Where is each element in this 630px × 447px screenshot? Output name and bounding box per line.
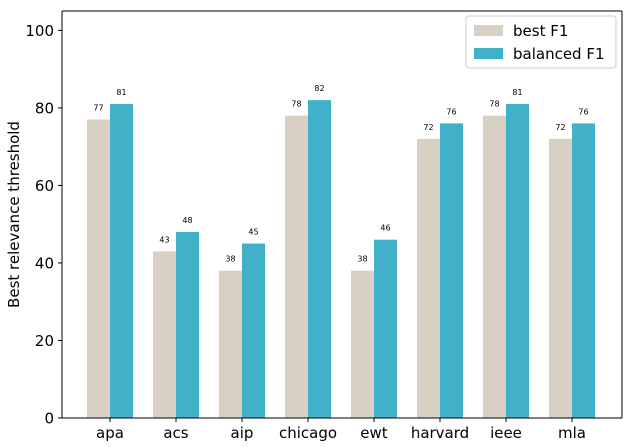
data-label-balanced-f1-chicago: 82 — [314, 84, 324, 93]
x-tick-label-chicago: chicago — [279, 424, 337, 442]
data-label-best-f1-ieee: 78 — [489, 100, 499, 109]
bar-balanced-f1-acs — [176, 231, 199, 418]
bar-balanced-f1-aip — [242, 243, 265, 418]
legend-label-balanced-f1: balanced F1 — [513, 45, 605, 63]
data-label-best-f1-aip: 38 — [225, 255, 235, 264]
data-label-balanced-f1-aip: 45 — [248, 228, 258, 237]
data-label-best-f1-chicago: 78 — [291, 100, 301, 109]
bar-balanced-f1-harvard — [440, 123, 463, 419]
data-label-balanced-f1-harvard: 76 — [446, 107, 456, 116]
data-label-balanced-f1-apa: 81 — [116, 88, 126, 97]
data-labels-layer: 77 81 43 48 38 45 78 82 38 46 72 76 78 81 72 76 — [93, 84, 588, 264]
legend-box — [465, 15, 617, 69]
legend: best F1 balanced F1 — [465, 15, 617, 69]
bar-balanced-f1-ieee — [506, 104, 529, 419]
bar-balanced-f1-ewt — [374, 239, 397, 418]
legend-swatch-balanced-f1 — [474, 48, 503, 59]
bar-best-f1-aip — [219, 270, 242, 418]
plot-area — [62, 11, 622, 418]
y-tick-label-20: 20 — [35, 332, 54, 350]
bar-best-f1-apa — [87, 119, 110, 419]
y-tick-label-100: 100 — [25, 22, 54, 40]
bar-best-f1-ewt — [351, 270, 374, 418]
x-tick-label-ieee: ieee — [490, 424, 522, 442]
bars-layer — [87, 100, 595, 419]
y-tick-label-60: 60 — [35, 177, 54, 195]
legend-swatch-best-f1 — [474, 25, 503, 36]
legend-label-best-f1: best F1 — [513, 22, 568, 40]
bar-best-f1-harvard — [417, 138, 440, 418]
bar-balanced-f1-chicago — [308, 100, 331, 419]
y-tick-label-80: 80 — [35, 99, 54, 117]
x-tick-label-mla: mla — [558, 424, 586, 442]
data-label-balanced-f1-acs: 48 — [182, 216, 192, 225]
data-label-best-f1-ewt: 38 — [357, 255, 367, 264]
bar-balanced-f1-mla — [572, 123, 595, 419]
data-label-balanced-f1-mla: 76 — [578, 107, 588, 116]
bar-balanced-f1-apa — [110, 104, 133, 419]
axes-layer: 0 20 40 60 80 100 apa acs aip chicago ewt harvard ie… — [25, 10, 623, 442]
y-tick-label-0: 0 — [44, 410, 54, 428]
x-tick-label-apa: apa — [96, 424, 124, 442]
bar-best-f1-mla — [549, 138, 572, 418]
x-tick-label-ewt: ewt — [360, 424, 387, 442]
bar-best-f1-acs — [153, 251, 176, 418]
x-tick-label-aip: aip — [231, 424, 254, 442]
data-label-balanced-f1-ewt: 46 — [380, 224, 390, 233]
data-label-best-f1-harvard: 72 — [423, 123, 433, 132]
x-tick-label-acs: acs — [163, 424, 188, 442]
data-label-best-f1-acs: 43 — [159, 235, 169, 244]
y-tick-label-40: 40 — [35, 254, 54, 272]
data-label-balanced-f1-ieee: 81 — [512, 88, 522, 97]
data-label-best-f1-mla: 72 — [555, 123, 565, 132]
y-axis-label: Best relevance threshold — [5, 121, 23, 308]
bar-best-f1-ieee — [483, 115, 506, 419]
bar-best-f1-chicago — [285, 115, 308, 419]
data-label-best-f1-apa: 77 — [93, 104, 103, 113]
x-tick-label-harvard: harvard — [411, 424, 469, 442]
